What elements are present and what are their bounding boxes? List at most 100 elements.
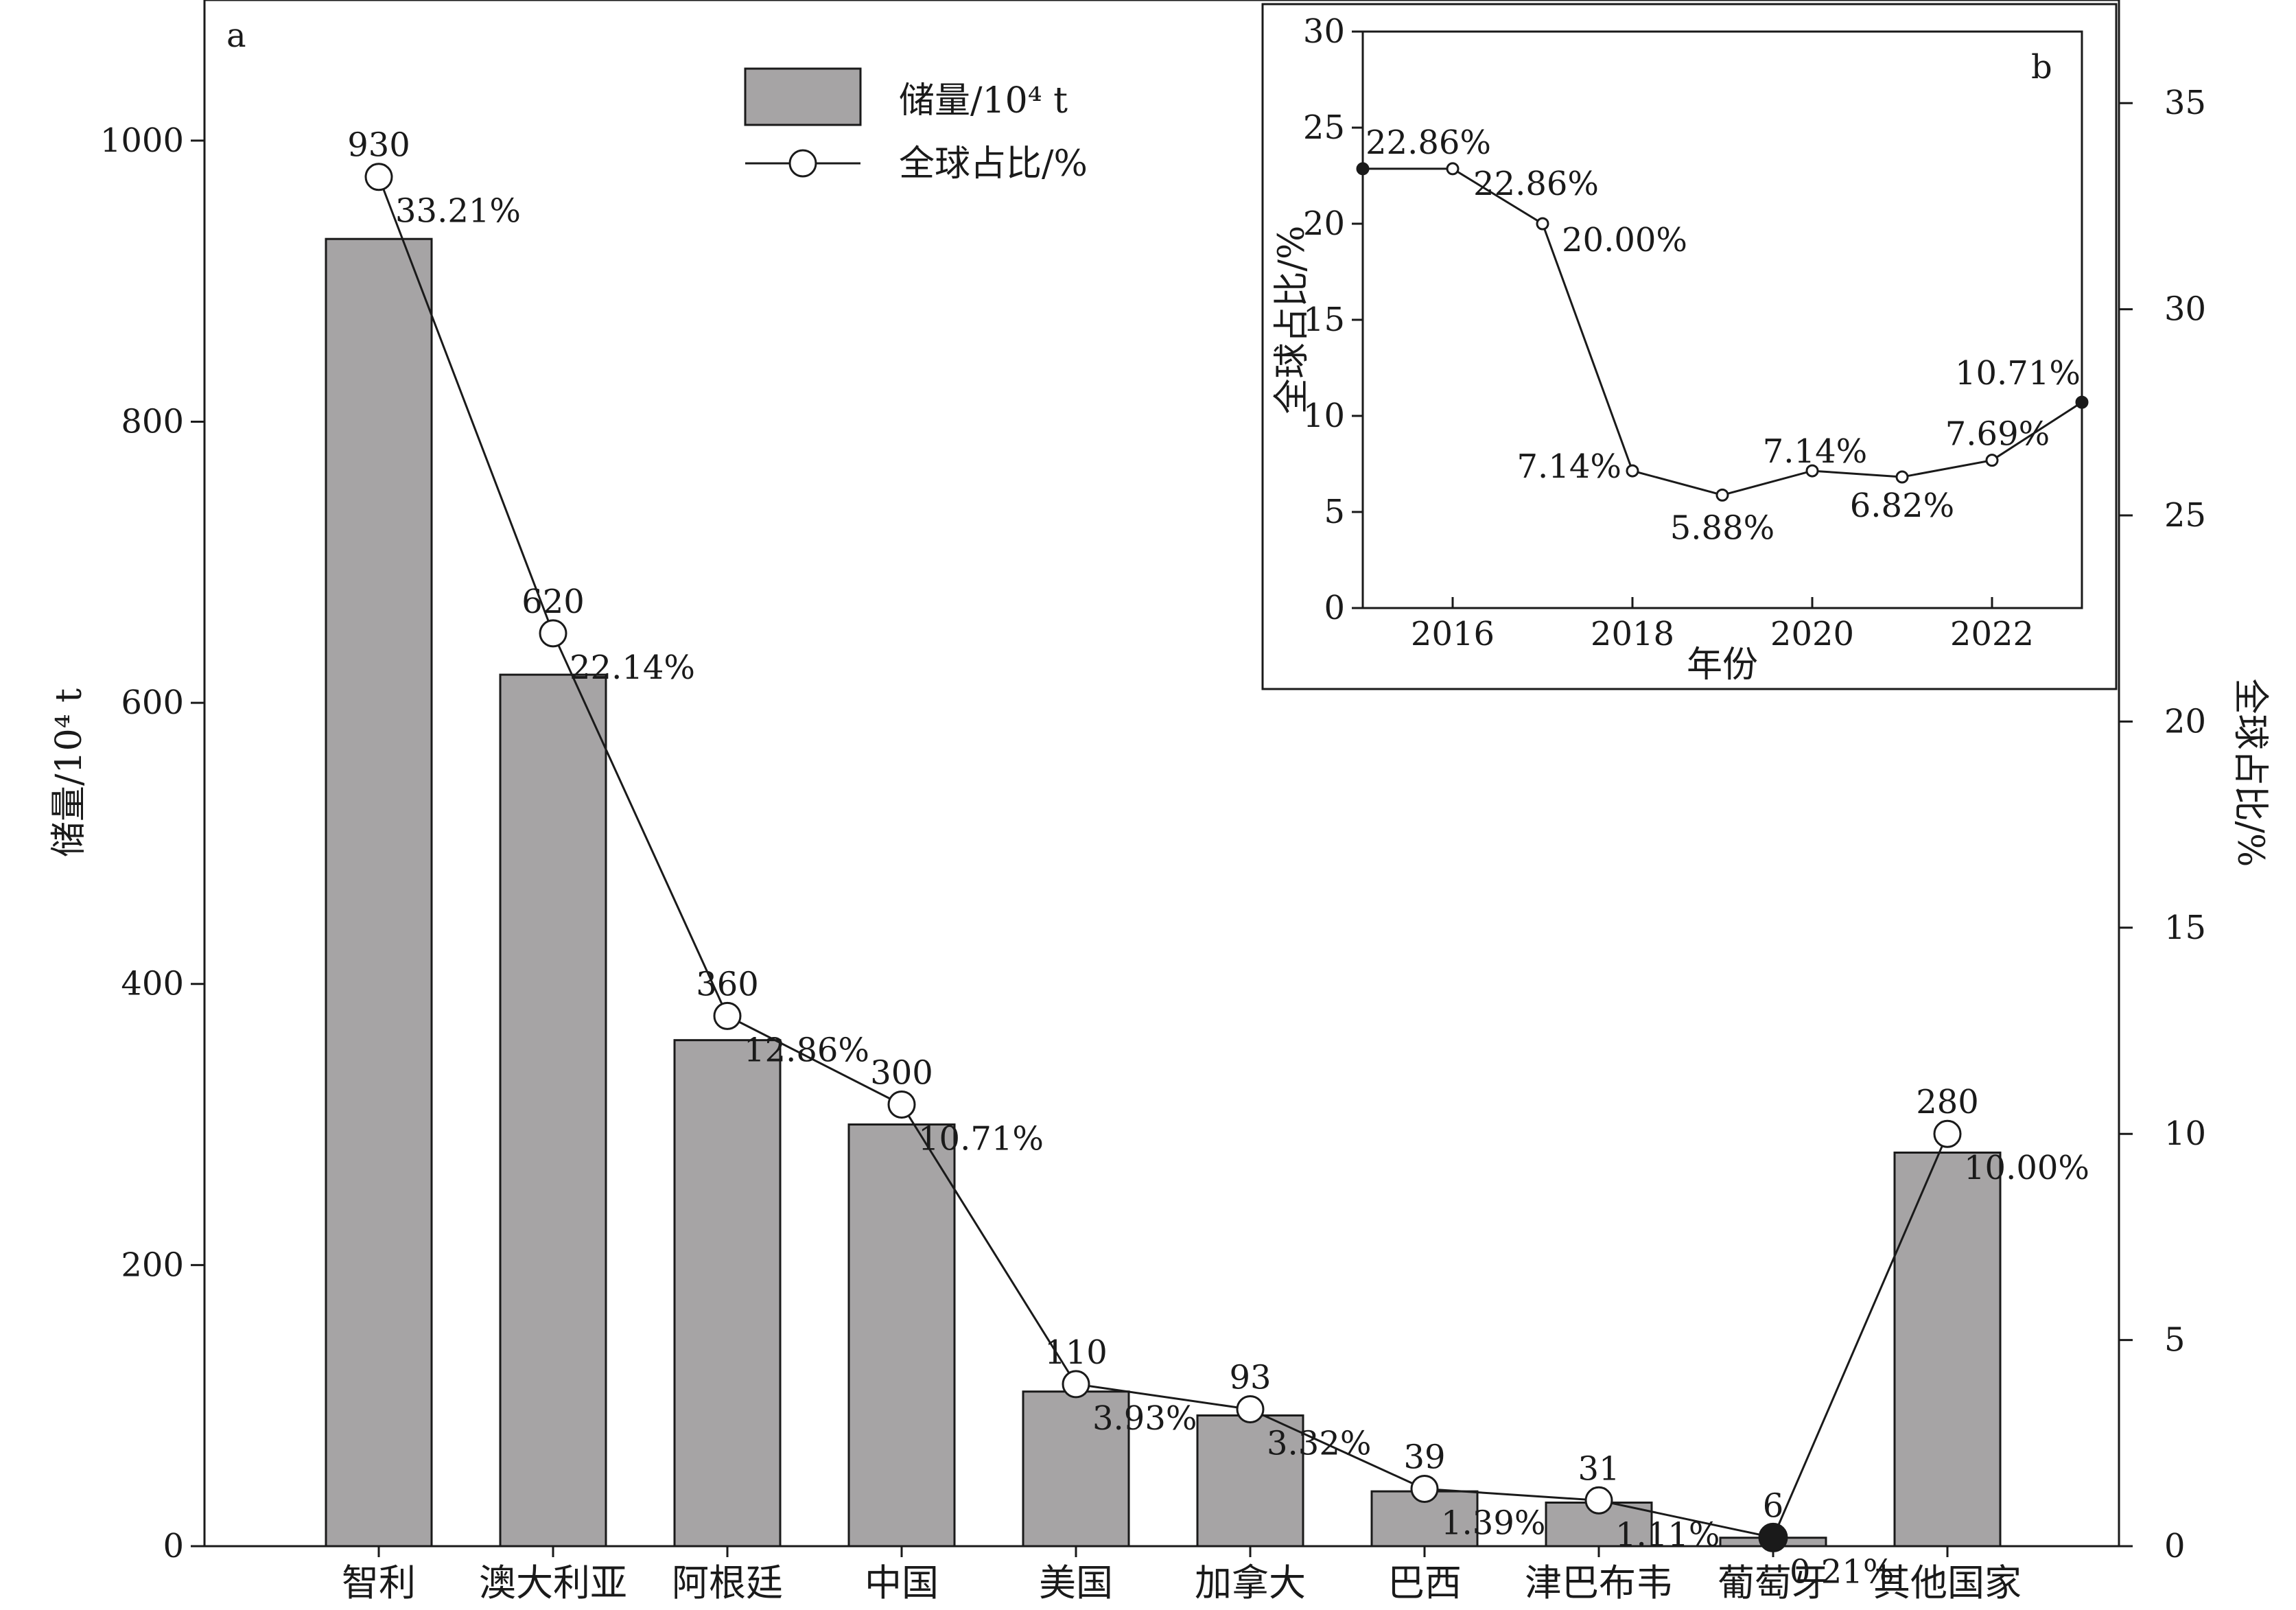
category-labels: 智利 澳大利亚 阿根廷 中国 美国 加拿大 巴西 津巴布韦 葡萄牙 其他国家 bbox=[342, 1546, 2022, 1605]
inset-y-tick-label: 5 bbox=[1324, 493, 1345, 531]
share-value-label: 0.21% bbox=[1790, 1552, 1894, 1591]
inset-marker bbox=[1626, 464, 1639, 478]
inset-marker bbox=[2075, 395, 2089, 409]
share-line-labels: 33.21% 22.14% 12.86% 10.71% 3.93% 3.32% 1.39% 1… bbox=[395, 192, 2089, 1591]
bar-value-label: 110 bbox=[1044, 1333, 1108, 1372]
right-axis-ticks: 0 5 10 15 20 25 30 35 bbox=[2119, 84, 2206, 1565]
left-tick-label: 600 bbox=[121, 684, 184, 722]
right-tick-label: 5 bbox=[2164, 1321, 2186, 1360]
share-marker bbox=[1933, 1119, 1962, 1148]
left-tick-label: 0 bbox=[163, 1527, 184, 1565]
inset-y-tick-label: 10 bbox=[1303, 397, 1345, 435]
left-tick-label: 400 bbox=[121, 965, 184, 1003]
bar-value-label: 930 bbox=[347, 126, 410, 165]
right-tick-label: 20 bbox=[2164, 702, 2206, 740]
category-label: 阿根廷 bbox=[672, 1561, 783, 1605]
inset-marker bbox=[1356, 162, 1370, 176]
share-marker bbox=[1236, 1395, 1265, 1424]
right-tick-label: 35 bbox=[2164, 84, 2206, 122]
inset-chart-b: b 全球占比/% 年份 0 5 10 15 20 25 30 2016 2018 2020 202… bbox=[1261, 3, 2118, 690]
inset-x-tick-label: 2020 bbox=[1770, 615, 1854, 653]
left-axis-ticks: 0 200 400 600 800 1000 bbox=[100, 121, 204, 1565]
inset-point-label: 7.14% bbox=[1763, 432, 1867, 471]
legend-bar-swatch bbox=[744, 67, 862, 126]
bar-value-label: 620 bbox=[522, 583, 585, 621]
inset-marker bbox=[1895, 470, 1909, 484]
category-label: 津巴布韦 bbox=[1525, 1561, 1673, 1605]
inset-y-ticks: 0 5 10 15 20 25 30 bbox=[1303, 12, 1363, 627]
inset-point-labels: 22.86%22.86% 20.00% 7.14% 5.88% 7.14% 6.82% 7.… bbox=[1366, 124, 2081, 547]
legend: 储量/10⁴ t 全球占比/% bbox=[744, 67, 1088, 185]
category-label: 葡萄牙 bbox=[1718, 1561, 1829, 1605]
share-value-label: 1.11% bbox=[1615, 1515, 1720, 1554]
inset-outer-frame bbox=[1261, 3, 2118, 690]
share-value-label: 22.14% bbox=[570, 649, 695, 687]
right-tick-label: 15 bbox=[2164, 909, 2206, 947]
share-value-label: 3.32% bbox=[1267, 1425, 1371, 1463]
inset-point-label: 10.71% bbox=[1955, 354, 2081, 393]
left-axis-title: 储量/10⁴ t bbox=[49, 688, 90, 857]
share-line bbox=[377, 176, 1949, 1539]
inset-point-label: 7.14% bbox=[1517, 447, 1621, 486]
inset-y-tick-label: 30 bbox=[1303, 12, 1345, 51]
category-label: 其他国家 bbox=[1873, 1561, 2022, 1605]
inset-x-tick-label: 2018 bbox=[1591, 615, 1674, 653]
inset-marker bbox=[1715, 488, 1729, 502]
inset-y-axis-title: 全球占比/% bbox=[1272, 226, 1313, 415]
bar bbox=[325, 237, 433, 1548]
share-line-series bbox=[364, 163, 1962, 1552]
right-tick-label: 10 bbox=[2164, 1115, 2206, 1153]
right-tick-label: 30 bbox=[2164, 290, 2206, 329]
inset-point-label: 22.86% bbox=[1473, 165, 1599, 203]
inset-marker bbox=[1985, 454, 1999, 467]
inset-x-tick-label: 2022 bbox=[1950, 615, 2034, 653]
share-marker bbox=[1410, 1474, 1439, 1503]
share-value-label: 33.21% bbox=[395, 192, 521, 231]
share-marker bbox=[539, 619, 567, 648]
category-label: 加拿大 bbox=[1195, 1561, 1306, 1605]
inset-point-label: 7.69% bbox=[1945, 415, 2050, 454]
share-marker bbox=[713, 1001, 742, 1030]
left-tick-label: 800 bbox=[121, 402, 184, 441]
left-tick-label: 200 bbox=[121, 1246, 184, 1284]
inset-marker bbox=[1446, 162, 1460, 176]
legend-line-label: 全球占比/% bbox=[899, 143, 1088, 185]
bar bbox=[499, 673, 607, 1548]
bar bbox=[673, 1039, 782, 1548]
inset-x-ticks: 2016 2018 2020 2022 bbox=[1411, 597, 2034, 653]
inset-y-tick-label: 0 bbox=[1324, 589, 1345, 627]
right-tick-label: 25 bbox=[2164, 496, 2206, 535]
legend-line-marker bbox=[788, 149, 817, 178]
bars bbox=[325, 237, 2002, 1548]
category-label: 智利 bbox=[342, 1561, 416, 1605]
inset-x-tick-label: 2016 bbox=[1411, 615, 1495, 653]
category-label: 美国 bbox=[1039, 1561, 1113, 1605]
share-marker bbox=[887, 1090, 916, 1119]
legend-bar-label: 储量/10⁴ t bbox=[899, 80, 1068, 121]
bar-value-label: 280 bbox=[1916, 1083, 1979, 1121]
bar bbox=[1893, 1152, 2002, 1548]
share-value-label: 3.93% bbox=[1092, 1399, 1197, 1438]
bar-value-label: 93 bbox=[1229, 1359, 1271, 1397]
bar-value-label: 31 bbox=[1578, 1449, 1619, 1488]
inset-marker bbox=[1805, 464, 1819, 478]
bar-value-label: 39 bbox=[1403, 1438, 1445, 1476]
inset-y-tick-label: 20 bbox=[1303, 205, 1345, 243]
share-value-label: 12.86% bbox=[744, 1031, 869, 1069]
share-marker bbox=[364, 163, 393, 191]
main-plot-frame bbox=[203, 0, 2120, 1548]
inset-point-label: 5.88% bbox=[1670, 509, 1774, 547]
inset-marker bbox=[1536, 217, 1549, 231]
panel-a-label: a bbox=[226, 16, 246, 55]
panel-b-label: b bbox=[2031, 48, 2052, 86]
inset-y-tick-label: 15 bbox=[1303, 301, 1345, 339]
inset-x-axis-title: 年份 bbox=[1687, 644, 1758, 686]
share-marker bbox=[1584, 1486, 1613, 1515]
bar-value-label: 360 bbox=[696, 965, 759, 1003]
bar-value-label: 300 bbox=[870, 1054, 933, 1093]
inset-point-label: 22.86% bbox=[1366, 124, 1491, 162]
share-value-label: 10.71% bbox=[918, 1120, 1044, 1158]
category-label: 巴西 bbox=[1387, 1561, 1462, 1605]
bar bbox=[847, 1123, 956, 1548]
